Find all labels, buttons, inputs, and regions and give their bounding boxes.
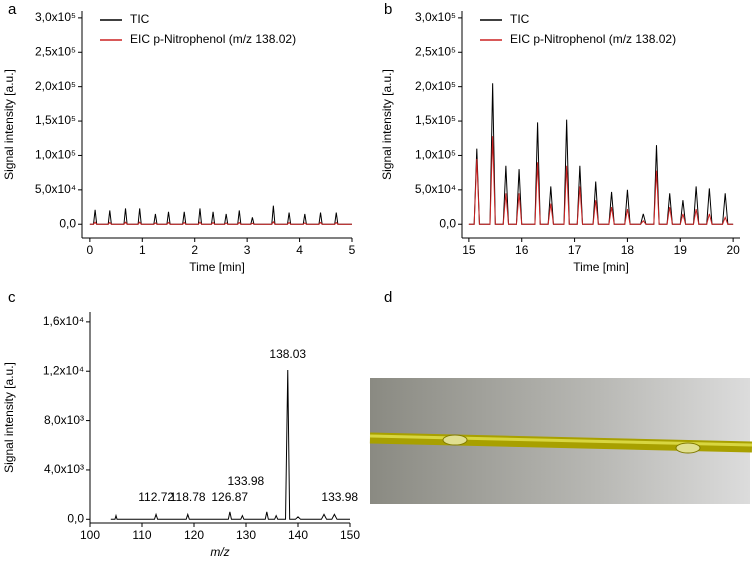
x-tick-label: 1 — [139, 243, 146, 257]
y-tick-label: 2,0x10⁵ — [35, 79, 76, 93]
y-tick-label: 1,0x10⁵ — [35, 148, 76, 162]
data-line — [110, 369, 350, 520]
x-tick-label: 4 — [296, 243, 303, 257]
x-tick-label: 20 — [726, 243, 740, 257]
x-tick-label: 19 — [674, 243, 688, 257]
x-tick-label: 150 — [340, 528, 360, 542]
y-tick-label: 1,6x10⁴ — [43, 314, 84, 328]
bubble — [442, 434, 468, 446]
x-tick-label: 0 — [87, 243, 94, 257]
x-tick-label: 3 — [244, 243, 251, 257]
y-tick-label: 0,0 — [67, 511, 84, 525]
peak-label: 138.03 — [269, 347, 306, 361]
panel-label: c — [8, 289, 16, 306]
y-tick-label: 0,0 — [439, 216, 456, 230]
x-tick-label: 2 — [191, 243, 198, 257]
panel-label: b — [384, 1, 392, 18]
x-axis-label: m/z — [210, 545, 229, 559]
y-tick-label: 1,5x10⁵ — [415, 113, 456, 127]
data-line — [468, 136, 734, 225]
y-tick-label: 5,0x10⁴ — [415, 182, 456, 196]
y-tick-label: 2,5x10⁵ — [35, 44, 76, 58]
legend-label: TIC — [510, 12, 530, 26]
y-tick-label: 1,2x10⁴ — [43, 363, 84, 377]
bubble — [675, 442, 701, 454]
x-tick-label: 5 — [349, 243, 356, 257]
panel-label: a — [8, 1, 17, 18]
peak-label: 126.87 — [211, 490, 248, 504]
x-tick-label: 100 — [80, 528, 100, 542]
x-tick-label: 15 — [462, 243, 476, 257]
data-line — [89, 220, 352, 225]
peak-label: 133.98 — [321, 490, 358, 504]
peak-label: 112.72 — [138, 490, 174, 504]
legend-label: EIC p-Nitrophenol (m/z 138.02) — [510, 32, 676, 46]
x-tick-label: 16 — [515, 243, 529, 257]
data-line — [89, 205, 352, 225]
peak-label: 133.98 — [227, 474, 264, 488]
legend-label: TIC — [130, 12, 150, 26]
y-tick-label: 2,0x10⁵ — [415, 79, 456, 93]
y-tick-label: 1,5x10⁵ — [35, 113, 76, 127]
y-tick-label: 8,0x10³ — [44, 413, 84, 427]
data-line — [468, 83, 734, 225]
y-tick-label: 3,0x10⁵ — [415, 10, 456, 24]
x-tick-label: 110 — [132, 528, 151, 542]
x-tick-label: 130 — [236, 528, 256, 542]
x-tick-label: 140 — [288, 528, 308, 542]
x-axis-label: Time [min] — [189, 260, 245, 274]
y-tick-label: 4,0x10³ — [44, 462, 84, 476]
y-tick-label: 2,5x10⁵ — [415, 44, 456, 58]
y-axis-label: Signal intensity [a.u.] — [2, 69, 16, 180]
legend-label: EIC p-Nitrophenol (m/z 138.02) — [130, 32, 296, 46]
y-tick-label: 0,0 — [59, 216, 76, 230]
x-tick-label: 17 — [568, 243, 582, 257]
y-tick-label: 3,0x10⁵ — [35, 10, 76, 24]
photo — [369, 378, 752, 504]
peak-label: 118.78 — [170, 490, 206, 504]
x-tick-label: 18 — [621, 243, 635, 257]
x-tick-label: 120 — [184, 528, 204, 542]
panel-label: d — [384, 289, 392, 306]
x-axis-label: Time [min] — [573, 260, 629, 274]
y-tick-label: 1,0x10⁵ — [415, 148, 456, 162]
y-axis-label: Signal intensity [a.u.] — [2, 362, 16, 473]
y-tick-label: 5,0x10⁴ — [35, 182, 76, 196]
y-axis-label: Signal intensity [a.u.] — [380, 69, 394, 180]
